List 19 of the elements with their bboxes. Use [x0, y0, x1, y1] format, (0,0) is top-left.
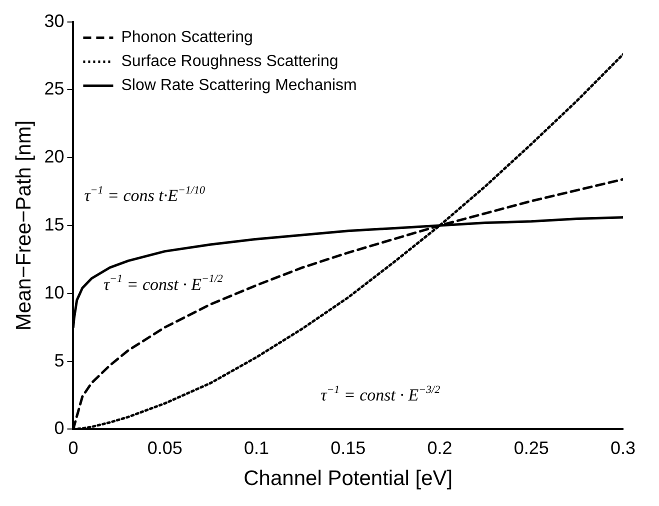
legend-label: Phonon Scattering [121, 29, 253, 46]
y-tick-label: 10 [44, 282, 64, 302]
y-tick-label: 25 [44, 78, 64, 99]
y-tick-label: 15 [44, 214, 64, 234]
x-tick-label: 0.15 [330, 438, 366, 458]
x-axis-title: Channel Potential [eV] [244, 467, 453, 490]
y-tick-label: 5 [54, 350, 64, 370]
y-tick-label: 30 [44, 10, 64, 31]
y-axis-title: Mean−Free−Path [nm] [12, 120, 36, 331]
x-tick-label: 0.05 [147, 438, 182, 458]
y-tick-label: 0 [54, 418, 64, 438]
legend-label: Slow Rate Scattering Mechanism [121, 77, 357, 94]
x-tick-label: 0.1 [244, 438, 269, 458]
x-tick-label: 0 [68, 438, 78, 458]
y-tick-label: 20 [44, 146, 64, 167]
legend-label: Surface Roughness Scattering [121, 53, 338, 70]
x-tick-label: 0.2 [427, 438, 452, 458]
x-tick-label: 0.3 [610, 438, 636, 458]
x-tick-label: 0.25 [514, 438, 549, 458]
